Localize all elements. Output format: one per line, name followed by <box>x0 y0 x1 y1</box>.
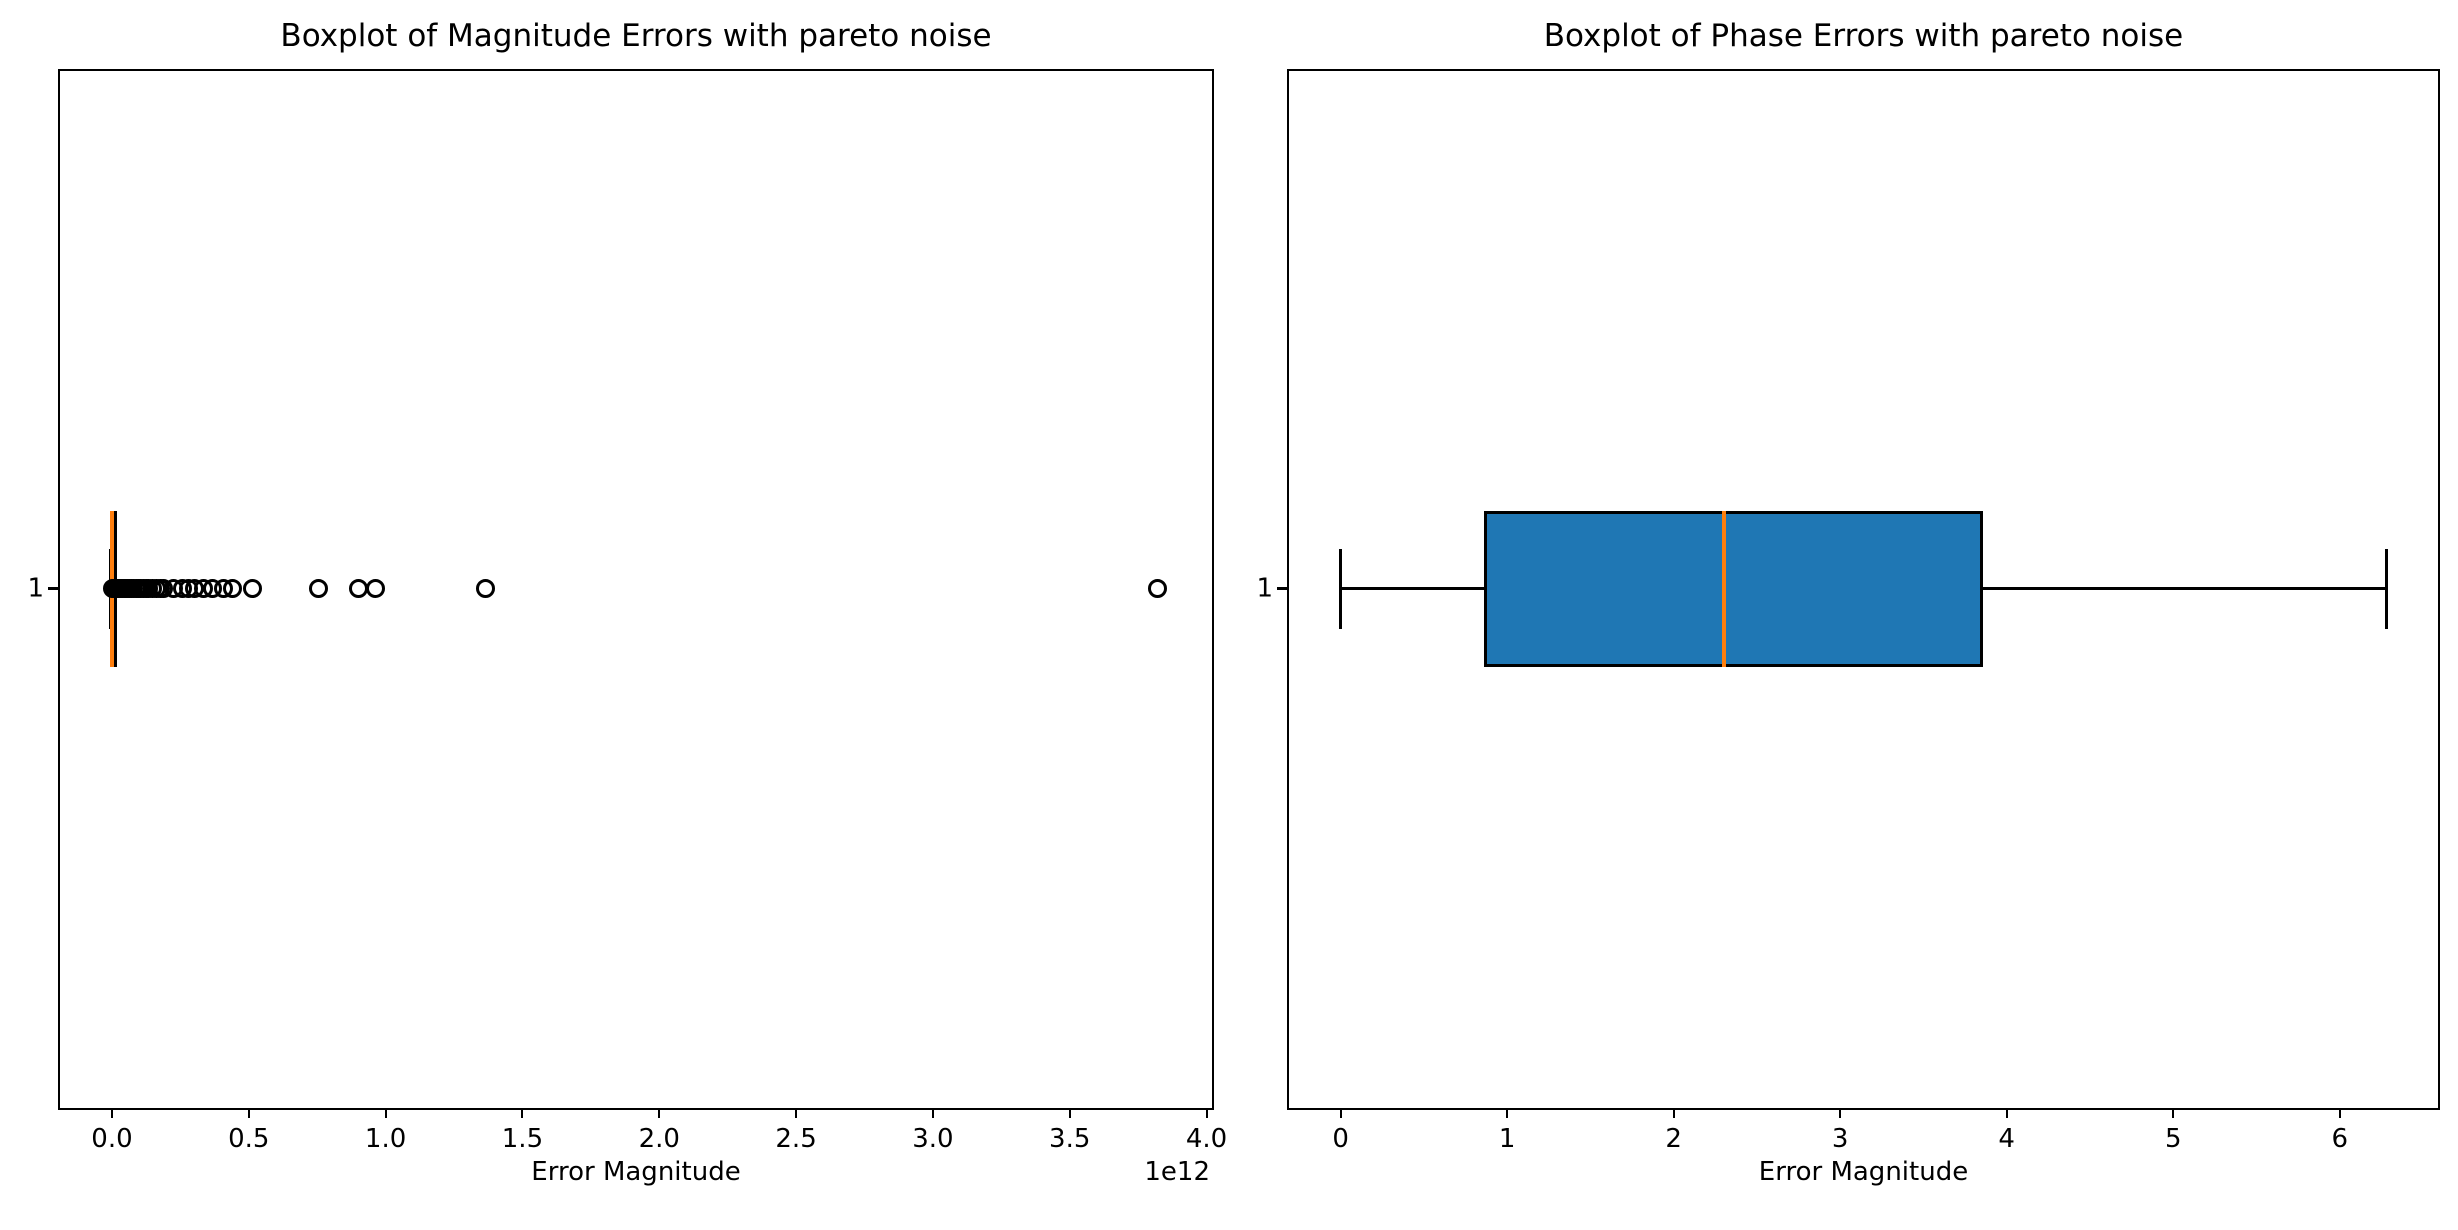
x-tick-label: 3.5 <box>1049 1124 1091 1154</box>
y-tick-mark <box>1277 587 1289 591</box>
y-tick-label-phase: 1 <box>1256 573 1273 604</box>
x-tick-mark <box>658 1108 661 1118</box>
x-tick-label: 0.5 <box>228 1124 270 1154</box>
outlier-point <box>475 579 495 599</box>
x-tick-label: 6 <box>2331 1124 2349 1154</box>
x-tick-label: 0 <box>1332 1124 1349 1154</box>
plot-title-phase: Boxplot of Phase Errors with pareto nois… <box>1543 18 2184 54</box>
x-tick-mark <box>384 1108 387 1118</box>
whisker-cap-high <box>2384 549 2388 629</box>
x-tick-mark <box>2005 1108 2008 1118</box>
y-tick-label-magnitude: 1 <box>27 573 44 604</box>
whisker-low-line <box>1340 587 1484 591</box>
x-tick-mark <box>1506 1108 1509 1118</box>
x-axis-offset-label: 1e12 <box>1144 1157 1210 1187</box>
x-tick-label: 1.5 <box>501 1124 544 1154</box>
x-tick-label: 0.0 <box>91 1124 133 1154</box>
x-tick-label: 4.0 <box>1185 1124 1228 1154</box>
box-iqr <box>1483 511 1984 667</box>
outlier-point <box>365 579 385 599</box>
x-tick-label: 3 <box>1831 1124 1849 1154</box>
x-tick-mark <box>1339 1108 1342 1118</box>
x-tick-mark <box>1068 1108 1071 1118</box>
x-tick-mark <box>247 1108 250 1118</box>
x-tick-label: 3.0 <box>912 1124 954 1154</box>
x-tick-label: 2.5 <box>775 1124 817 1154</box>
x-tick-mark <box>521 1108 524 1118</box>
outlier-point <box>308 579 328 599</box>
x-tick-mark <box>2172 1108 2175 1118</box>
median-line <box>1721 511 1726 667</box>
x-axis-label-phase: Error Magnitude <box>1758 1157 1969 1187</box>
whisker-high-line <box>1983 587 2387 591</box>
x-tick-mark <box>1839 1108 1842 1118</box>
x-tick-mark <box>110 1108 113 1118</box>
x-tick-label: 2 <box>1665 1124 1682 1154</box>
plot-title-magnitude: Boxplot of Magnitude Errors with pareto … <box>280 18 992 54</box>
y-tick-mark <box>48 587 60 591</box>
x-tick-mark <box>795 1108 798 1118</box>
x-tick-mark <box>1205 1108 1208 1118</box>
outlier-point <box>222 579 242 599</box>
outlier-point <box>242 579 262 599</box>
x-tick-label: 4 <box>1998 1124 2015 1154</box>
axes-phase-boxplot: Boxplot of Phase Errors with pareto nois… <box>1256 18 2440 1187</box>
x-tick-label: 1 <box>1498 1124 1516 1154</box>
x-tick-mark <box>1672 1108 1675 1118</box>
whisker-cap-low <box>1339 549 1343 629</box>
outlier-point <box>348 579 368 599</box>
x-tick-mark <box>931 1108 934 1118</box>
axes-magnitude-boxplot: Boxplot of Magnitude Errors with pareto … <box>27 18 1227 1187</box>
outlier-point <box>1147 579 1167 599</box>
x-tick-label: 2.0 <box>638 1124 680 1154</box>
x-tick-label: 5 <box>2164 1124 2182 1154</box>
x-tick-mark <box>2338 1108 2341 1118</box>
x-tick-label: 1.0 <box>364 1124 407 1154</box>
x-axis-label-magnitude: Error Magnitude <box>531 1157 741 1187</box>
